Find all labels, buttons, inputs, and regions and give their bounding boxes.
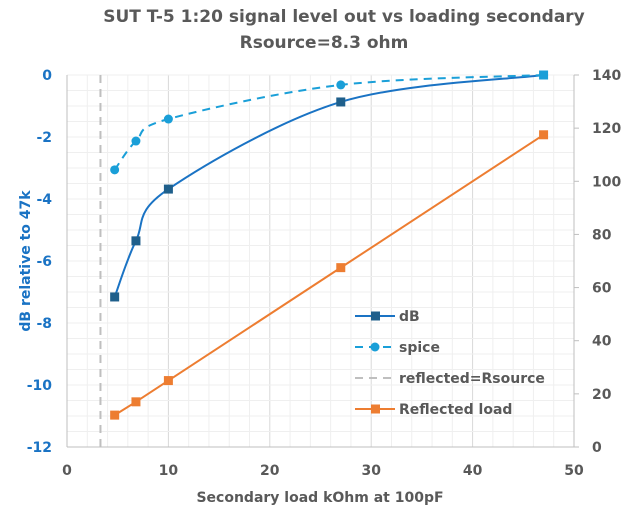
y-tick-label: -2: [36, 130, 52, 146]
series-spice: [110, 70, 549, 175]
series-line: [113, 74, 544, 298]
y2-tick-label: 20: [592, 387, 612, 403]
series-db: [110, 70, 549, 302]
legend-item: reflected=Rsource: [355, 371, 545, 387]
legend-marker: [371, 311, 380, 321]
x-tick-label: 10: [159, 463, 179, 479]
data-point: [336, 97, 346, 107]
y2-tick-label: 60: [592, 281, 612, 297]
y-tick-label: -12: [27, 440, 52, 456]
data-point: [336, 80, 346, 90]
y-tick-label: 0: [42, 68, 52, 84]
y2-tick-label: 80: [592, 227, 612, 243]
chart-subtitle: Rsource=8.3 ohm: [240, 33, 409, 53]
data-point: [163, 184, 173, 194]
y2-tick-label: 100: [592, 174, 621, 190]
legend-label: dB: [399, 309, 420, 325]
gridlines: [67, 74, 574, 447]
data-point: [163, 376, 173, 386]
data-point: [110, 165, 120, 175]
series-line: [113, 74, 544, 171]
tick-labels: 0 -2 -4 -6 -8 -10 -12 140 120 100 80 60 40 20 0 0 10 20 30…: [27, 68, 622, 479]
x-tick-label: 30: [361, 463, 381, 479]
y2-tick-label: 120: [592, 121, 621, 137]
data-point: [336, 263, 346, 273]
legend-marker: [371, 404, 380, 414]
y2-tick-label: 40: [592, 334, 612, 350]
series-reflected-load: [110, 130, 549, 420]
series-group: [99, 70, 549, 447]
legend: dB spice reflected=Rsource Reflected load: [355, 309, 545, 418]
y-tick-label: -10: [27, 378, 53, 394]
legend-marker: [370, 342, 380, 352]
data-point: [539, 70, 549, 80]
y2-tick-label: 0: [592, 440, 602, 456]
axes: [66, 74, 579, 448]
legend-label: spice: [399, 340, 440, 356]
legend-label: Reflected load: [399, 402, 512, 418]
legend-item: dB: [355, 309, 420, 325]
y-axis-label: dB relative to 47k: [18, 190, 34, 332]
y-tick-label: -6: [36, 254, 52, 270]
data-point: [539, 130, 549, 140]
y-tick-label: -8: [36, 316, 52, 332]
x-tick-label: 50: [564, 463, 584, 479]
data-point: [131, 397, 141, 407]
legend-item: Reflected load: [355, 402, 512, 418]
data-point: [110, 292, 120, 302]
data-point: [131, 136, 141, 146]
legend-label: reflected=Rsource: [399, 371, 545, 387]
data-point: [131, 236, 141, 246]
y2-tick-label: 140: [592, 68, 621, 84]
data-point: [163, 114, 173, 124]
y-tick-label: -4: [36, 192, 52, 208]
chart-title: SUT T-5 1:20 signal level out vs loading…: [103, 7, 585, 27]
x-tick-label: 0: [62, 463, 72, 479]
x-tick-label: 40: [463, 463, 483, 479]
data-point: [110, 410, 120, 420]
x-tick-label: 20: [260, 463, 280, 479]
x-axis-label: Secondary load kOhm at 100pF: [196, 490, 443, 506]
legend-item: spice: [355, 340, 440, 356]
